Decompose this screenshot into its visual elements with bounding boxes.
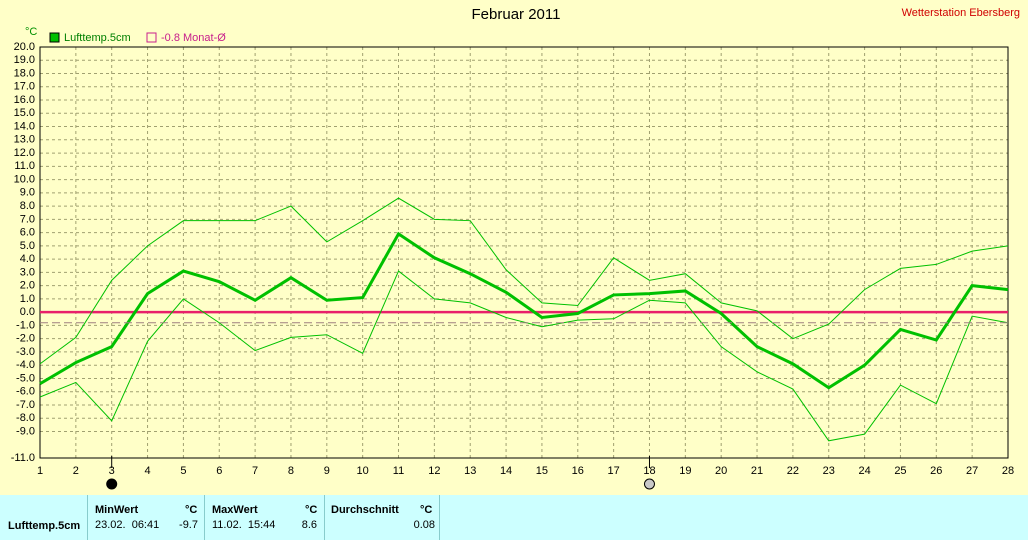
y-tick-label: 1.0 bbox=[20, 293, 35, 305]
temp-line bbox=[39, 270, 1009, 442]
table-cell-text: -9.7 bbox=[179, 519, 198, 531]
y-tick-label: -11.0 bbox=[11, 452, 35, 464]
legend-label: -0.8 Monat-Ø bbox=[161, 32, 226, 44]
y-tick-label: -9.0 bbox=[16, 425, 35, 437]
x-tick-label: 8 bbox=[288, 465, 294, 477]
x-tick-label: 26 bbox=[930, 465, 942, 477]
x-tick-label: 17 bbox=[608, 465, 620, 477]
x-tick-label: 11 bbox=[393, 465, 404, 477]
table-cell-text: 8.6 bbox=[301, 519, 317, 531]
y-tick-label: -6.0 bbox=[16, 386, 35, 398]
table-cell-text: 23.02. 06:41 bbox=[95, 519, 160, 531]
y-tick-label: 18.0 bbox=[14, 67, 35, 79]
table-header: MaxWert bbox=[212, 504, 258, 516]
table-cell-text: 0.08 bbox=[413, 519, 435, 531]
x-tick-label: 18 bbox=[643, 465, 655, 477]
x-tick-label: 10 bbox=[357, 465, 369, 477]
x-tick-label: 6 bbox=[216, 465, 222, 477]
moon-icon bbox=[643, 478, 655, 490]
y-unit: °C bbox=[25, 26, 37, 38]
legend-label: Lufttemp.5cm bbox=[64, 32, 131, 44]
y-tick-label: -8.0 bbox=[16, 412, 35, 424]
x-tick-label: 12 bbox=[428, 465, 440, 477]
table-cell bbox=[0, 495, 88, 540]
y-tick-label: 11.0 bbox=[14, 160, 35, 172]
chart: Februar 2011 Wetterstation Ebersberg °C … bbox=[11, 6, 1020, 490]
x-tick-label: 24 bbox=[858, 465, 870, 477]
y-tick-label: 12.0 bbox=[14, 147, 35, 159]
table-cell bbox=[325, 495, 440, 540]
x-tick-label: 1 bbox=[37, 465, 43, 477]
y-tick-label: -5.0 bbox=[16, 372, 35, 384]
y-tick-label: 8.0 bbox=[20, 200, 35, 212]
y-tick-label: 13.0 bbox=[14, 134, 35, 146]
y-tick-label: 9.0 bbox=[20, 187, 35, 199]
x-tick-label: 20 bbox=[715, 465, 727, 477]
x-tick-label: 9 bbox=[324, 465, 330, 477]
table-header: °C bbox=[305, 504, 318, 516]
y-tick-label: 10.0 bbox=[14, 173, 35, 185]
x-tick-label: 5 bbox=[180, 465, 186, 477]
legend-swatch bbox=[49, 32, 60, 43]
legend-swatch bbox=[146, 32, 157, 43]
y-tick-label: 14.0 bbox=[14, 120, 35, 132]
y-tick-label: -1.0 bbox=[16, 319, 35, 331]
station-name: Wetterstation Ebersberg bbox=[902, 7, 1020, 19]
x-tick-label: 27 bbox=[966, 465, 978, 477]
x-tick-label: 3 bbox=[109, 465, 115, 477]
y-tick-label: 6.0 bbox=[20, 227, 35, 239]
y-tick-label: 2.0 bbox=[20, 280, 35, 292]
x-tick-label: 21 bbox=[751, 465, 763, 477]
y-tick-label: 19.0 bbox=[14, 54, 35, 66]
summary-table: MinWert °C MaxWert °C Durchschnitt °C Lufttemp… bbox=[0, 495, 1028, 540]
y-tick-label: -2.0 bbox=[16, 333, 35, 345]
x-tick-label: 14 bbox=[500, 465, 512, 477]
table-header: Durchschnitt bbox=[331, 504, 399, 516]
table-header: MinWert bbox=[95, 504, 139, 516]
y-tick-label: 0.0 bbox=[20, 306, 35, 318]
y-tick-label: -7.0 bbox=[16, 399, 35, 411]
temp-line bbox=[39, 231, 1009, 390]
y-tick-label: 5.0 bbox=[20, 240, 35, 252]
table-row-label: Lufttemp.5cm bbox=[8, 520, 81, 532]
plot-frame bbox=[39, 46, 1009, 459]
x-tick-label: 7 bbox=[252, 465, 258, 477]
y-tick-label: 4.0 bbox=[20, 253, 35, 265]
table-cell bbox=[205, 495, 325, 540]
table-header: °C bbox=[185, 504, 198, 516]
table-cell bbox=[88, 495, 205, 540]
x-tick-label: 15 bbox=[536, 465, 548, 477]
y-tick-label: 3.0 bbox=[20, 266, 35, 278]
y-tick-label: 16.0 bbox=[14, 94, 35, 106]
y-tick-label: 15.0 bbox=[14, 107, 35, 119]
y-tick-label: 17.0 bbox=[14, 81, 35, 93]
x-tick-label: 23 bbox=[823, 465, 835, 477]
y-tick-label: -4.0 bbox=[16, 359, 35, 371]
table-cell-text: 11.02. 15:44 bbox=[212, 519, 276, 531]
y-tick-label: 20.0 bbox=[14, 41, 35, 53]
x-tick-label: 4 bbox=[144, 465, 150, 477]
temp-line bbox=[39, 197, 1009, 365]
moon-icon bbox=[106, 478, 118, 490]
x-tick-label: 22 bbox=[787, 465, 799, 477]
y-tick-label: -3.0 bbox=[16, 346, 35, 358]
x-tick-label: 13 bbox=[464, 465, 476, 477]
table-header: °C bbox=[420, 504, 433, 516]
x-tick-label: 28 bbox=[1002, 465, 1014, 477]
x-tick-label: 19 bbox=[679, 465, 691, 477]
y-tick-label: 7.0 bbox=[20, 213, 35, 225]
x-tick-label: 25 bbox=[894, 465, 906, 477]
x-tick-label: 2 bbox=[73, 465, 79, 477]
chart-title: Februar 2011 bbox=[472, 6, 561, 23]
x-tick-label: 16 bbox=[572, 465, 584, 477]
